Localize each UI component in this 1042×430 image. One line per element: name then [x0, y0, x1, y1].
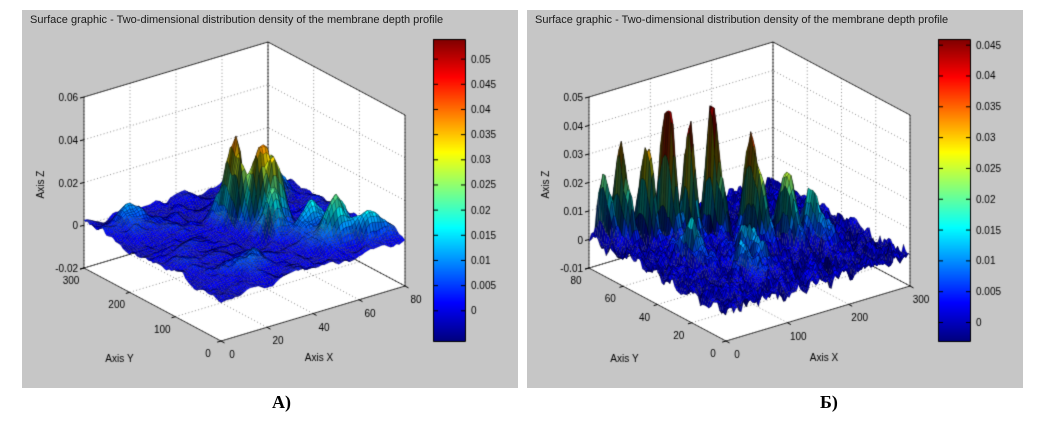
surface-plot-a [22, 10, 518, 388]
figure-panel-b: Surface graphic - Two-dimensional distri… [527, 10, 1023, 388]
caption-b: Б) [820, 392, 838, 412]
plot-title-a: Surface graphic - Two-dimensional distri… [30, 14, 444, 26]
plot-title-b: Surface graphic - Two-dimensional distri… [535, 14, 949, 26]
surface-plot-b [527, 10, 1023, 388]
caption-a: А) [272, 392, 291, 412]
figure-panel-a: Surface graphic - Two-dimensional distri… [22, 10, 518, 388]
